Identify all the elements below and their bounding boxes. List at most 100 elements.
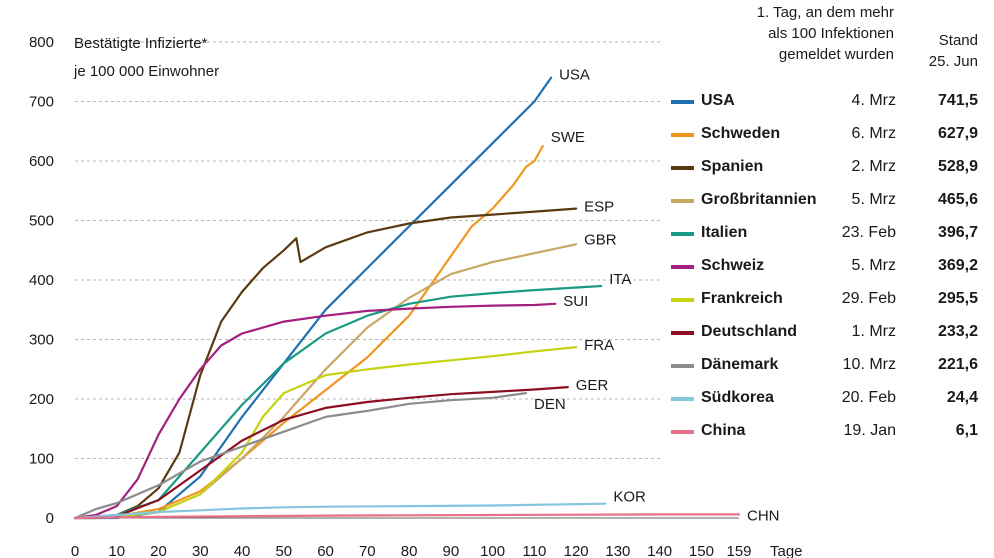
- legend-first-day: 6. Mrz: [851, 125, 896, 142]
- legend-swatch: [671, 331, 694, 335]
- series-end-label-swe: SWE: [551, 129, 585, 146]
- legend-swatch: [671, 166, 694, 170]
- legend-country-name: Frankreich: [701, 290, 783, 307]
- y-tick-label: 700: [29, 94, 54, 111]
- x-tick-label: 159: [726, 543, 751, 558]
- x-tick-label: 120: [564, 543, 589, 558]
- series-end-label-sui: SUI: [563, 293, 588, 310]
- x-tick-label: 20: [150, 543, 167, 558]
- legend-row: Italien 23. Feb 396,7: [660, 221, 994, 249]
- x-tick-label: 30: [192, 543, 209, 558]
- legend-header-stand-line-2: 25. Jun: [928, 53, 978, 70]
- legend-row: Frankreich 29. Feb 295,5: [660, 287, 994, 315]
- y-tick-label: 0: [46, 510, 54, 527]
- series-line-usa: [73, 76, 553, 520]
- x-tick-label: 90: [443, 543, 460, 558]
- series-line-gbr: [73, 243, 578, 520]
- x-axis-ticks: 0 10 20 30 40 50 60 70 80 90 100 110 120 130 140 150 159: [71, 543, 752, 558]
- x-axis-label: Tage: [770, 543, 803, 558]
- legend-value: 741,5: [937, 92, 978, 109]
- series-line-sui: [73, 302, 557, 520]
- legend-swatch: [671, 265, 694, 269]
- y-tick-label: 400: [29, 272, 54, 289]
- x-tick-label: 0: [71, 543, 79, 558]
- series-line-ita: [73, 284, 603, 520]
- y-tick-label: 100: [29, 451, 54, 468]
- legend-value: 627,9: [937, 125, 978, 142]
- series-line-fra: [73, 346, 578, 520]
- series-line-swe: [73, 145, 544, 520]
- y-axis-label-line-2: je 100 000 Einwohner: [73, 63, 219, 80]
- legend-value: 369,2: [937, 257, 978, 274]
- legend-first-day: 1. Mrz: [851, 323, 896, 340]
- legend-swatch: [671, 133, 694, 137]
- legend-first-day: 4. Mrz: [851, 92, 896, 109]
- legend-country-name: Dänemark: [701, 356, 779, 373]
- gridlines: [75, 41, 739, 519]
- legend-header-first-day-line-1: 1. Tag, an dem mehr: [756, 4, 894, 21]
- legend-swatch: [671, 199, 694, 203]
- legend-country-name: Großbritannien: [701, 191, 817, 208]
- legend-header-stand: Stand 25. Jun: [898, 30, 978, 72]
- legend-swatch: [671, 100, 694, 104]
- y-axis-ticks: 0 100 200 300 400 500 600 700 800: [29, 34, 54, 527]
- y-tick-label: 600: [29, 153, 54, 170]
- y-axis-label-line-1: Bestätigte Infizierte*: [74, 35, 208, 52]
- legend-value: 6,1: [955, 422, 978, 439]
- legend-row: Schweden 6. Mrz 627,9: [660, 122, 994, 150]
- legend-first-day: 2. Mrz: [851, 158, 896, 175]
- series-end-label-ger: GER: [576, 377, 609, 394]
- series-line-esp: [73, 207, 578, 520]
- y-tick-label: 800: [29, 34, 54, 51]
- legend-header-stand-line-1: Stand: [938, 32, 978, 49]
- legend-first-day: 5. Mrz: [851, 191, 896, 208]
- x-tick-label: 60: [317, 543, 334, 558]
- legend-row: USA 4. Mrz 741,5: [660, 89, 994, 117]
- legend-row: Deutschland 1. Mrz 233,2: [660, 320, 994, 348]
- legend-first-day: 20. Feb: [841, 389, 896, 406]
- legend-row: Spanien 2. Mrz 528,9: [660, 155, 994, 183]
- legend-swatch: [671, 430, 694, 434]
- legend-country-name: Italien: [701, 224, 748, 241]
- series-end-label-esp: ESP: [584, 199, 614, 216]
- series-line-ger: [73, 386, 569, 520]
- legend-first-day: 19. Jan: [843, 422, 896, 439]
- x-tick-label: 80: [401, 543, 418, 558]
- legend-value: 396,7: [937, 224, 978, 241]
- legend-swatch: [671, 298, 694, 302]
- legend-row: China 19. Jan 6,1: [660, 419, 994, 447]
- x-tick-label: 140: [647, 543, 672, 558]
- legend-country-name: Schweden: [701, 125, 781, 142]
- legend-country-name: Südkorea: [701, 389, 774, 406]
- legend-country-name: China: [701, 422, 746, 439]
- legend-row: Südkorea 20. Feb 24,4: [660, 386, 994, 414]
- legend-header-first-day-line-2: als 100 Infektionen: [768, 25, 894, 42]
- legend-swatch: [671, 232, 694, 236]
- legend-value: 24,4: [946, 389, 978, 406]
- legend-value: 221,6: [937, 356, 978, 373]
- legend-header-first-day-line-3: gemeldet wurden: [778, 46, 894, 63]
- series-end-label-usa: USA: [559, 67, 590, 84]
- legend-swatch: [671, 397, 694, 401]
- legend-value: 295,5: [937, 290, 978, 307]
- series-end-labels: USA SWE ESP GBR ITA SUI FRA GER DEN KOR CHN: [534, 67, 779, 525]
- series-end-label-den: DEN: [534, 396, 566, 413]
- series-end-label-ita: ITA: [609, 271, 631, 288]
- x-tick-label: 150: [689, 543, 714, 558]
- x-tick-label: 70: [359, 543, 376, 558]
- legend-country-name: Schweiz: [701, 257, 765, 274]
- legend-value: 528,9: [937, 158, 978, 175]
- x-tick-label: 50: [275, 543, 292, 558]
- series-end-label-kor: KOR: [613, 489, 646, 506]
- y-tick-label: 500: [29, 213, 54, 230]
- series-line-kor: [73, 502, 607, 520]
- legend-country-name: USA: [701, 92, 735, 109]
- legend-table: 1. Tag, an dem mehr als 100 Infektionen …: [660, 0, 994, 558]
- legend-country-name: Spanien: [701, 158, 764, 175]
- legend-header-first-day: 1. Tag, an dem mehr als 100 Infektionen …: [654, 2, 894, 65]
- series-end-label-chn: CHN: [747, 507, 780, 524]
- legend-value: 465,6: [937, 191, 978, 208]
- legend-row: Dänemark 10. Mrz 221,6: [660, 353, 994, 381]
- legend-first-day: 5. Mrz: [851, 257, 896, 274]
- y-tick-label: 200: [29, 391, 54, 408]
